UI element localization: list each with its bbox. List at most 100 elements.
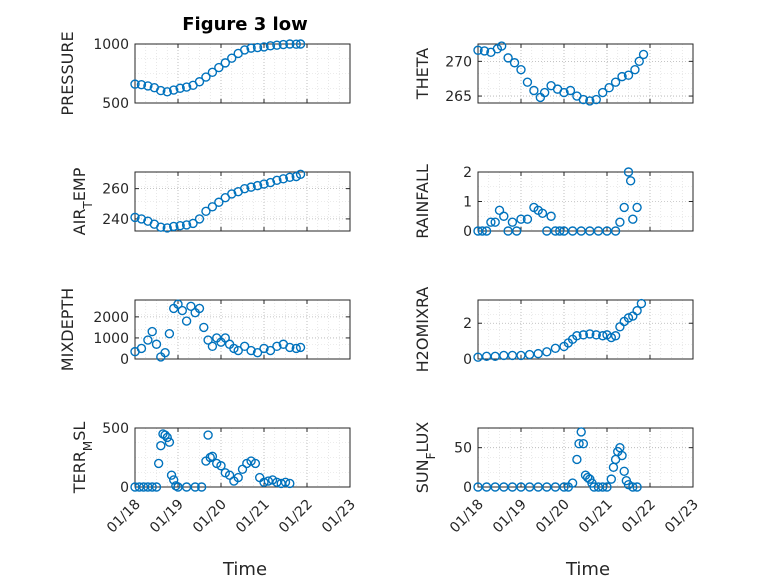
y-axis-label: MIXDEPTH — [58, 288, 77, 371]
axes-box — [134, 299, 351, 360]
data-point — [574, 439, 584, 449]
data-point — [578, 330, 589, 340]
data-point — [546, 211, 556, 221]
data-point — [233, 345, 243, 356]
data-point — [606, 474, 616, 484]
data-point — [227, 53, 237, 63]
data-point — [578, 94, 589, 105]
data-point — [567, 478, 578, 488]
data-point — [194, 214, 205, 224]
data-point — [555, 226, 565, 236]
x-tick-label: 01/18 — [104, 497, 144, 537]
data-point — [265, 345, 276, 356]
data-point — [252, 42, 263, 53]
data-point — [207, 67, 218, 78]
x-tick-label: 01/22 — [619, 497, 659, 537]
data-point — [265, 41, 276, 51]
data-point — [162, 223, 172, 233]
data-point — [490, 217, 500, 227]
data-point — [207, 451, 218, 462]
data-point — [610, 226, 621, 236]
data-point — [143, 335, 153, 345]
axes-box — [134, 43, 351, 104]
axes-box — [477, 43, 694, 104]
data-point — [291, 343, 301, 354]
data-point — [207, 202, 218, 212]
data-point — [516, 64, 526, 75]
axes-box — [477, 427, 694, 488]
data-point — [162, 432, 172, 443]
subplot-pressure: 500 1000 PRESSURE — [58, 31, 351, 116]
y-tick-label: 260 — [102, 182, 129, 198]
data-point — [177, 305, 188, 316]
data-point — [220, 333, 231, 343]
data-point — [201, 206, 211, 217]
data-point — [473, 45, 483, 55]
y-axis-label: PRESSURE — [58, 31, 77, 115]
data-point — [632, 202, 642, 213]
data-point — [572, 331, 582, 341]
data-point — [162, 87, 172, 97]
x-tick-label: 01/22 — [276, 497, 316, 537]
data-point — [623, 70, 634, 80]
y-tick-label: 2000 — [93, 310, 129, 326]
data-point — [196, 482, 207, 492]
data-point — [259, 179, 269, 189]
data-point — [539, 87, 550, 98]
data-point — [638, 49, 649, 60]
data-point — [252, 180, 263, 191]
data-point — [153, 458, 164, 469]
y-tick-label: 240 — [102, 212, 129, 228]
x-tick-label: 01/21 — [233, 497, 273, 537]
data-point — [285, 39, 295, 49]
subplot-h2omixra: 0 2 H2OMIXRA — [413, 287, 694, 372]
data-point — [160, 347, 170, 358]
data-point — [477, 226, 487, 236]
data-point — [190, 482, 200, 492]
data-point — [272, 175, 282, 186]
data-point — [175, 221, 185, 231]
data-point — [524, 349, 535, 360]
data-point — [550, 343, 561, 353]
data-point — [246, 345, 256, 356]
data-point — [285, 478, 295, 489]
data-point — [166, 470, 177, 480]
y-tick-label: 0 — [463, 480, 472, 496]
data-point — [509, 58, 520, 68]
x-tick-label: 01/19 — [490, 497, 530, 537]
y-tick-label: 0 — [463, 224, 472, 240]
data-point — [285, 172, 295, 182]
data-point — [255, 472, 265, 483]
data-point — [168, 85, 179, 95]
y-tick-label: 1 — [463, 195, 472, 211]
data-point — [259, 343, 269, 354]
data-point — [481, 226, 492, 236]
subplot-mixdepth: 0 1000 2000 MIXDEPTH — [58, 288, 351, 371]
data-point — [272, 40, 282, 50]
data-point — [272, 341, 282, 352]
data-point — [585, 329, 595, 339]
data-point — [147, 482, 157, 492]
x-axis-label-right: Time — [565, 559, 610, 580]
data-point — [214, 197, 224, 207]
data-point — [259, 42, 269, 52]
data-point — [194, 303, 205, 314]
axes-box — [477, 171, 694, 232]
subplot-rainfall: 0 1 2 RAINFALL — [413, 164, 694, 240]
axes-box — [134, 427, 351, 488]
data-point — [628, 214, 638, 224]
x-tick-label: 01/20 — [190, 497, 230, 537]
subplot-terr-msl: 0 500 01/18 01/19 01/20 01/21 01/22 01/23 TERRMS… — [70, 421, 359, 536]
data-point — [617, 450, 627, 461]
data-point — [634, 56, 644, 67]
data-point — [285, 342, 295, 353]
data-point — [263, 476, 273, 486]
data-point — [233, 472, 243, 483]
data-point — [237, 464, 248, 474]
y-axis-label: THETA — [413, 48, 432, 100]
data-point — [164, 437, 175, 447]
data-point — [227, 189, 237, 199]
data-point — [199, 322, 209, 333]
data-point — [164, 329, 175, 339]
data-point — [194, 77, 205, 87]
